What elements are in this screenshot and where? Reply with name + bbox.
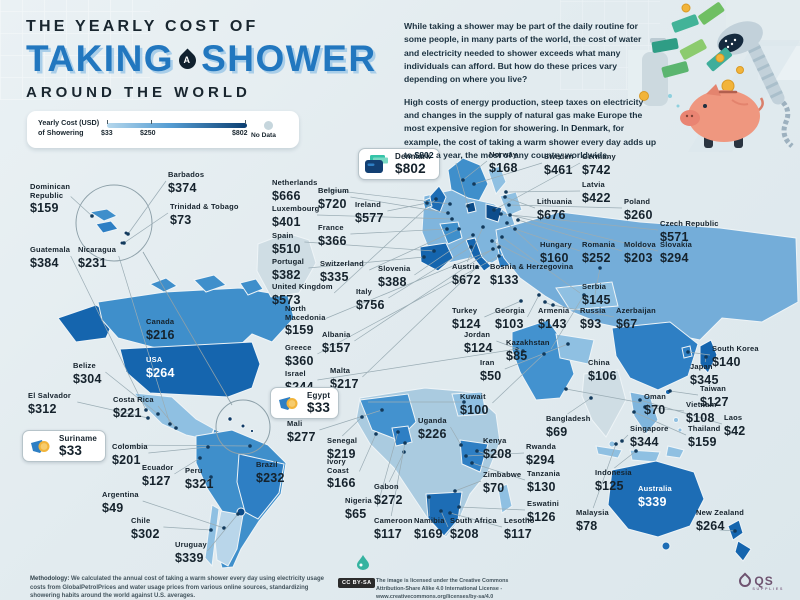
water-drop-decoration: [676, 104, 680, 108]
title-line-2: TAKING A SHOWER: [26, 38, 377, 80]
map-region-egypt: [451, 391, 487, 417]
qs-supplies-logo: QS SUPPLIES: [736, 572, 784, 591]
map-region-kazakhstan: [555, 281, 619, 311]
map-region-mexico: [132, 392, 215, 441]
creative-commons-badge: CC BY-SA: [338, 578, 376, 588]
legend-tick-mid: [151, 120, 152, 124]
map-region-caribbean-island: [227, 416, 233, 422]
legend-label-line2: of Showering: [38, 127, 84, 137]
map-region-hispaniola-zoom: [95, 220, 119, 234]
title-line-3: AROUND THE WORLD: [26, 84, 251, 101]
map-region-indonesia: [595, 445, 685, 463]
caribbean-source-circle: [215, 399, 271, 455]
shower-head-icon: [717, 21, 794, 148]
map-region-asia: [495, 211, 799, 341]
legend-label-line1: Yearly Cost (USD): [38, 118, 100, 127]
legend-no-data-dot: [264, 121, 273, 130]
leader-lines: [70, 160, 737, 552]
title-line-1: THE YEARLY COST OF: [26, 18, 259, 35]
map-region-finland: [487, 165, 507, 196]
map-region-chile: [204, 504, 220, 568]
qs-logo-drop-icon: [736, 572, 754, 590]
methodology-text: Methodology: We calculated the annual co…: [30, 576, 324, 600]
map-region-new-zealand: [727, 519, 752, 562]
map-region-philippines: [673, 417, 679, 423]
map-region-sri-lanka: [608, 440, 616, 448]
magnifier-connector-line: [142, 251, 233, 406]
map-region-argentina: [214, 510, 244, 567]
map-region-australia: [607, 460, 705, 538]
map-regions: [57, 157, 799, 569]
qs-logo-subtext: SUPPLIES: [752, 587, 784, 591]
water-drop-doodle-icon: [357, 555, 369, 570]
license-text: The image is licensed under the Creative…: [376, 578, 509, 600]
water-drop-decoration: [668, 94, 672, 98]
header-illustration: [628, 0, 800, 152]
map-region-arctic-islands: [148, 274, 264, 296]
coins-icon: [639, 3, 744, 101]
map-region-greenland: [256, 232, 317, 298]
legend-card: Yearly Cost (USD) of Showering $33 $250 …: [27, 111, 299, 148]
map-region-japan: [699, 339, 718, 374]
map-region-usa: [119, 341, 261, 398]
intro-paragraph-1: While taking a shower may be part of the…: [404, 21, 642, 85]
title-word-shower: SHOWER: [201, 38, 377, 79]
map-region-brazil: [236, 453, 285, 520]
legend-tick-max: [245, 120, 246, 124]
map-region-east-africa: [459, 439, 489, 473]
map-region-southern-africa: [425, 491, 463, 537]
water-drop-badge-icon: A: [175, 48, 200, 73]
legend-max-value: $802: [232, 130, 248, 137]
legend-mid-value: $250: [140, 130, 156, 137]
intro-paragraph-2: High costs of energy production, steep t…: [404, 96, 657, 160]
legend-tick-min: [107, 120, 108, 124]
legend-gradient-bar: [107, 123, 247, 128]
map-region-iberia: [419, 242, 454, 272]
map-region-madagascar: [497, 483, 513, 514]
legend-no-data-label: No Data: [251, 132, 276, 139]
legend-min-value: $33: [101, 130, 113, 137]
map-region-iran: [555, 333, 595, 365]
title-word-taking: TAKING: [26, 38, 175, 79]
intro-text: While taking a shower may be part of the…: [404, 20, 658, 171]
caribbean-magnifier-circle: [75, 184, 153, 262]
qs-logo-text: QS: [754, 574, 774, 588]
page-title: THE YEARLY COST OF TAKING A SHOWER AROUND …: [26, 18, 377, 101]
map-region-caribbean-island: [240, 423, 246, 429]
piggy-bank-icon: [680, 79, 764, 148]
map-region-caribbean-island: [249, 428, 255, 434]
map-region-china: [611, 321, 699, 391]
legend-label: Yearly Cost (USD) of Showering: [38, 118, 99, 137]
map-region-india: [581, 369, 627, 438]
map-region-canada: [97, 287, 295, 350]
badge-letter: A: [183, 55, 192, 65]
map-region-germany: [485, 203, 503, 223]
map-region-tasmania: [661, 541, 671, 551]
map-region-cuba-zoom: [88, 208, 119, 222]
